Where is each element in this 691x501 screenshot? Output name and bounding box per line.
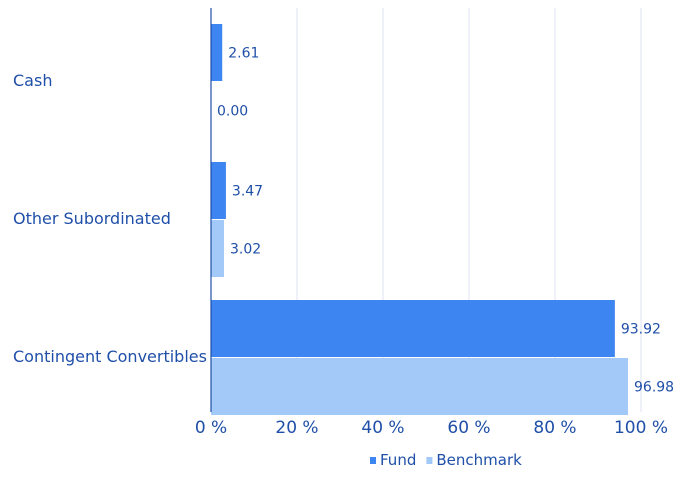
x-tick-label: 80 % [533, 418, 576, 438]
legend-label-fund: Fund [380, 451, 416, 469]
x-tick-label: 20 % [275, 418, 318, 438]
data-label: 3.02 [230, 242, 261, 258]
x-tick-label: 60 % [447, 418, 490, 438]
data-label: 2.61 [228, 46, 259, 62]
bar-benchmark [211, 358, 629, 415]
bar-fund [211, 162, 226, 219]
legend-label-benchmark: Benchmark [436, 451, 522, 469]
bar-benchmark [211, 220, 224, 277]
data-label: 96.98 [634, 380, 674, 396]
x-tick-label: 0 % [195, 418, 227, 438]
data-label: 93.92 [621, 322, 661, 338]
x-tick-label: 100 % [614, 418, 668, 438]
x-tick-label: 40 % [361, 418, 404, 438]
legend-swatch-benchmark [426, 457, 433, 464]
category-label: Cash [13, 71, 52, 90]
data-label: 0.00 [217, 104, 248, 120]
category-label: Contingent Convertibles [13, 347, 207, 366]
legend-swatch-fund [370, 457, 376, 464]
data-label: 3.47 [232, 184, 263, 200]
bar-fund [211, 24, 223, 81]
bar-fund [211, 300, 615, 357]
category-label: Other Subordinated [13, 209, 171, 228]
